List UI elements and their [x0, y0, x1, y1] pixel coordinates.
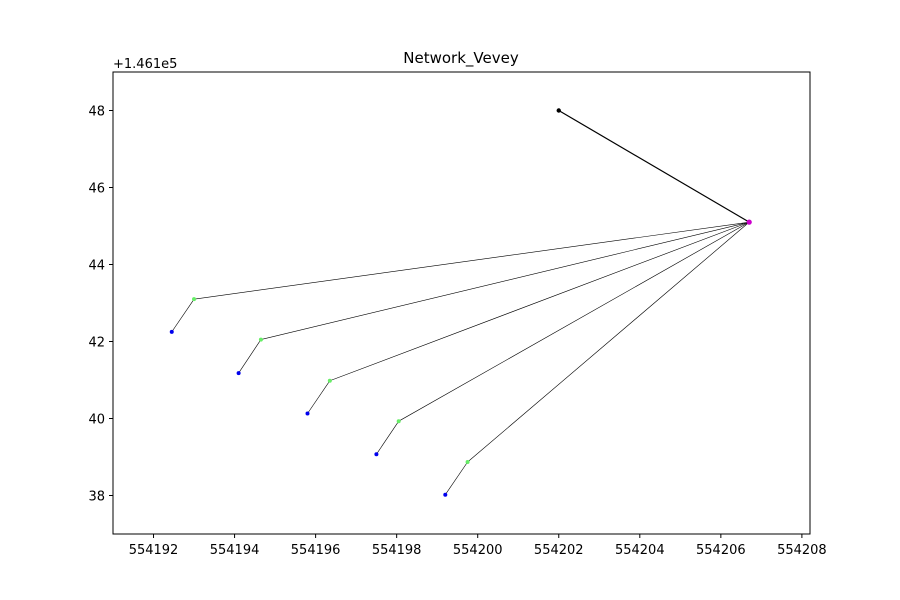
edge-hub-green-1	[194, 221, 750, 300]
blue-node-point-3	[305, 411, 310, 416]
y-tick-label-3: 42	[88, 336, 105, 351]
green-node-point-2	[258, 337, 263, 342]
axes-layer: 554192 554194 554196 554198 554200 554202 5542…	[88, 105, 826, 559]
y-tick-label-6: 48	[88, 105, 105, 120]
edge-green-blue-3	[307, 380, 331, 414]
edge-hub-green-3	[329, 221, 750, 382]
x-tick-label-1: 554192	[129, 543, 179, 558]
edge-green-blue-5	[445, 461, 468, 495]
x-tick-label-6: 554202	[534, 543, 584, 558]
x-tick-label-5: 554200	[453, 543, 503, 558]
y-offset-label: +1.461e5	[113, 57, 177, 72]
y-tick-label-4: 44	[88, 259, 105, 274]
x-tick-label-3: 554196	[291, 543, 341, 558]
x-tick-label-8: 554206	[696, 543, 746, 558]
green-node-point-3	[327, 378, 332, 383]
edges-layer	[171, 109, 750, 495]
y-tick-label-1: 38	[88, 490, 105, 505]
edge-hub-green-5	[467, 221, 750, 463]
edge-green-blue-2	[238, 339, 262, 374]
blue-node-point-5	[443, 492, 448, 497]
edge-green-blue-1	[171, 298, 195, 333]
green-node-point-4	[396, 419, 401, 424]
edge-hub-green-4	[398, 221, 750, 422]
x-tick-label-2: 554194	[210, 543, 260, 558]
source-node-point	[556, 108, 561, 113]
edge-hub-green-2	[260, 221, 750, 340]
green-node-point-5	[465, 460, 470, 465]
hub-node-point	[746, 219, 752, 225]
edge-green-blue-4	[376, 421, 399, 455]
x-tick-label-9: 554208	[777, 543, 827, 558]
nodes-layer	[169, 108, 752, 497]
y-tick-label-5: 46	[88, 182, 105, 197]
blue-node-point-1	[169, 329, 174, 334]
edge-source-hub	[558, 109, 750, 223]
blue-node-point-4	[374, 452, 379, 457]
x-tick-label-4: 554198	[372, 543, 422, 558]
plot-frame	[112, 71, 811, 535]
chart-title: Network_Vevey	[403, 49, 519, 68]
green-node-point-1	[192, 297, 197, 302]
y-tick-label-2: 40	[88, 413, 105, 428]
blue-node-point-2	[236, 371, 241, 376]
x-tick-label-7: 554204	[615, 543, 665, 558]
